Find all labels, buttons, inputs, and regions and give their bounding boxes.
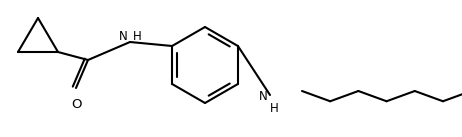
Text: H: H: [133, 29, 142, 42]
Text: N: N: [119, 29, 128, 42]
Text: N: N: [259, 89, 268, 102]
Text: O: O: [72, 98, 82, 111]
Text: H: H: [270, 102, 279, 115]
